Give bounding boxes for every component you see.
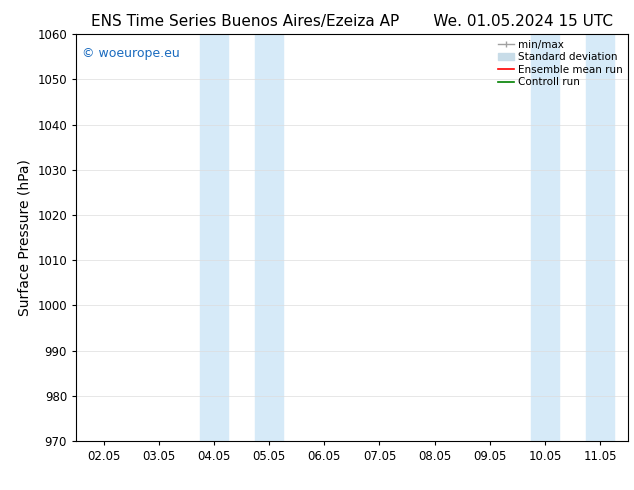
Text: © woeurope.eu: © woeurope.eu <box>82 47 179 59</box>
Legend: min/max, Standard deviation, Ensemble mean run, Controll run: min/max, Standard deviation, Ensemble me… <box>494 35 626 92</box>
Bar <box>200 34 228 441</box>
Bar <box>531 34 559 441</box>
Bar <box>586 34 614 441</box>
Bar <box>256 34 283 441</box>
Y-axis label: Surface Pressure (hPa): Surface Pressure (hPa) <box>18 159 32 316</box>
Title: ENS Time Series Buenos Aires/Ezeiza AP       We. 01.05.2024 15 UTC: ENS Time Series Buenos Aires/Ezeiza AP W… <box>91 14 613 29</box>
